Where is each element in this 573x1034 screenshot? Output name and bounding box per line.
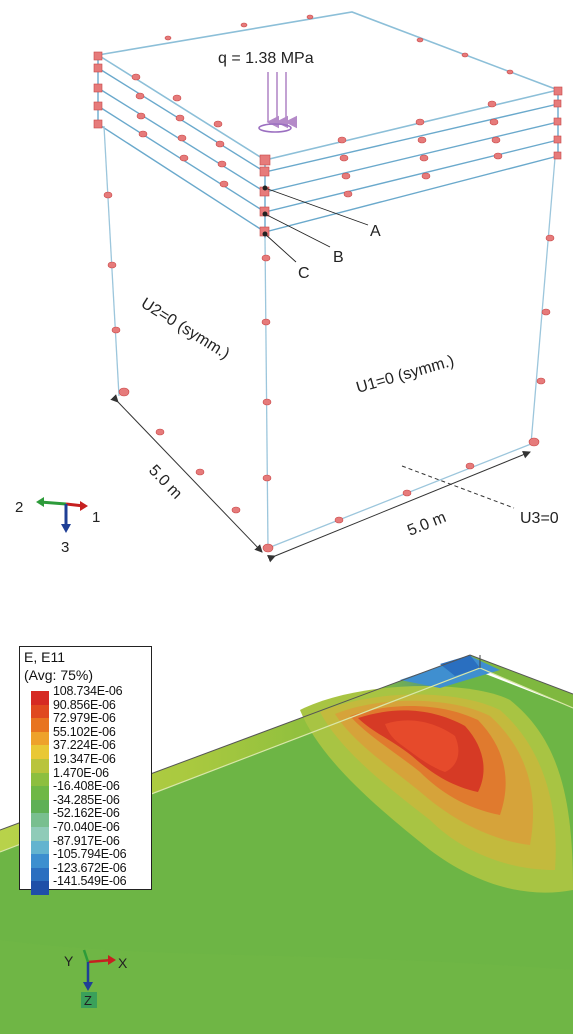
legend-swatch	[31, 840, 49, 855]
point-b-label: B	[333, 249, 344, 266]
legend-value: -70.040E-06	[53, 820, 120, 834]
legend-value: 108.734E-06	[53, 684, 123, 698]
legend-value: -123.672E-06	[53, 860, 127, 875]
legend-swatch	[31, 813, 49, 827]
legend-subtitle: (Avg: 75%)	[24, 667, 93, 683]
mesh-nodes	[93, 14, 563, 553]
legend-value: 90.856E-06	[53, 697, 116, 712]
legend-swatch	[31, 827, 49, 841]
legend-value: 55.102E-06	[53, 724, 116, 739]
legend-value: -141.549E-06	[53, 874, 127, 889]
axis-3-label: 3	[61, 539, 69, 556]
axis-1-label: 1	[92, 509, 100, 526]
point-leaders	[262, 185, 369, 263]
legend-value: -105.794E-06	[53, 847, 127, 862]
legend-swatch	[31, 731, 49, 746]
legend-value: -34.285E-06	[53, 792, 120, 807]
legend-title: E, E11	[24, 649, 65, 665]
right-face-bc-label: U1=0 (symm.)	[354, 353, 456, 397]
legend-value: 72.979E-06	[53, 711, 116, 726]
legend-swatch	[31, 881, 49, 895]
left-face-bc-label: U2=0 (symm.)	[138, 295, 233, 363]
legend-swatch	[31, 745, 49, 759]
dimension-lines	[110, 394, 531, 563]
legend-swatch	[31, 759, 49, 773]
axis-triad-top	[36, 497, 88, 533]
legend-swatch	[31, 718, 49, 732]
fe-model-diagram: q = 1.38 MPa A B C U2=0 (symm.) U1=0 (sy…	[15, 11, 563, 563]
contour-field: Y X Z	[0, 654, 573, 1034]
legend-value: -16.408E-06	[53, 779, 120, 794]
axis-x-label: X	[118, 955, 128, 971]
legend-swatch	[31, 799, 49, 814]
right-dimension-label: 5.0 m	[405, 509, 448, 540]
legend-value: 1.470E-06	[53, 765, 109, 780]
point-a-label: A	[370, 223, 381, 240]
legend-swatch	[31, 704, 49, 719]
legend-swatch	[31, 772, 49, 787]
axis-z-label: Z	[84, 993, 92, 1008]
legend-value: -52.162E-06	[53, 806, 120, 821]
legend-value: 19.347E-06	[53, 752, 116, 766]
bottom-bc-label: U3=0	[520, 510, 559, 527]
strain-contour-plot: Y X Z E, E11 (Avg: 75%) 108.734E-06 90.85…	[0, 640, 573, 1034]
left-dimension-label: 5.0 m	[145, 462, 185, 503]
legend-swatch	[31, 786, 49, 800]
axis-y-label: Y	[64, 953, 74, 969]
load-arrows	[258, 72, 298, 133]
legend-value: 37.224E-06	[53, 738, 116, 753]
legend-swatch	[31, 854, 49, 868]
contour-legend: E, E11 (Avg: 75%) 108.734E-06 90.856E-06 7…	[19, 646, 152, 895]
axis-2-label: 2	[15, 499, 23, 516]
load-label: q = 1.38 MPa	[218, 50, 314, 67]
legend-swatch	[31, 691, 49, 705]
legend-value: -87.917E-06	[53, 833, 120, 848]
axis-triad-bottom	[81, 949, 116, 1008]
point-c-label: C	[298, 265, 310, 282]
legend-swatch	[31, 867, 49, 882]
